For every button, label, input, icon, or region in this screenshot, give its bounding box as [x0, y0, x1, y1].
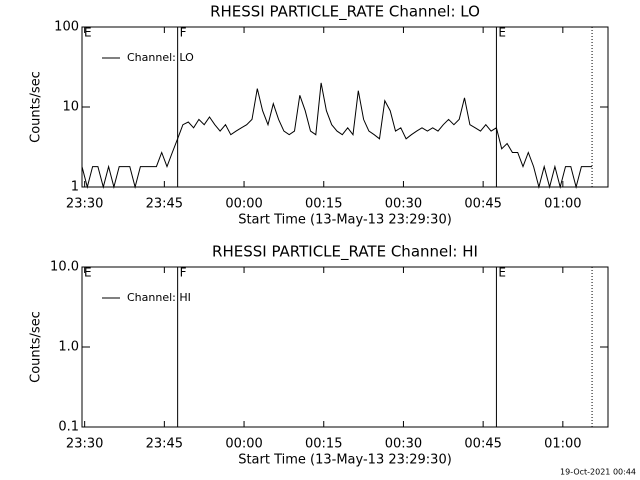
chart-title: RHESSI PARTICLE_RATE Channel: LO	[210, 3, 480, 22]
y-axis-label: Counts/sec	[29, 71, 44, 143]
x-tick-label: 23:30	[66, 437, 103, 452]
x-tick-label: 01:00	[544, 197, 581, 212]
x-tick-label: 00:15	[305, 197, 342, 212]
legend-label: Channel: LO	[127, 51, 194, 64]
x-tick-label: 23:45	[146, 437, 183, 452]
x-tick-label: 00:30	[385, 197, 422, 212]
chart-title: RHESSI PARTICLE_RATE Channel: HI	[212, 243, 478, 262]
y-tick-label: 100	[54, 20, 79, 35]
y-tick-label: 0.1	[58, 420, 79, 435]
x-tick-label: 00:30	[385, 437, 422, 452]
x-tick-label: 00:45	[464, 437, 501, 452]
y-tick-label: 1	[71, 180, 79, 195]
marker-label: E	[84, 266, 92, 280]
y-axis-label: Counts/sec	[29, 311, 44, 383]
x-axis-label: Start Time (13-May-13 23:29:30)	[238, 213, 452, 228]
footer: 19-Oct-2021 00:44	[560, 468, 636, 477]
marker-label: E	[498, 26, 506, 40]
x-tick-label: 01:00	[544, 437, 581, 452]
x-tick-label: 23:30	[66, 197, 103, 212]
marker-label: F	[180, 266, 187, 280]
x-tick-label: 00:45	[464, 197, 501, 212]
y-tick-label: 10.0	[50, 260, 79, 275]
x-axis-label: Start Time (13-May-13 23:29:30)	[238, 453, 452, 468]
x-tick-label: 00:15	[305, 437, 342, 452]
x-tick-label: 00:00	[225, 197, 262, 212]
y-tick-label: 1.0	[58, 340, 79, 355]
legend-label: Channel: HI	[127, 291, 191, 304]
marker-label: E	[498, 266, 506, 280]
x-tick-label: 00:00	[225, 437, 262, 452]
data-line	[81, 82, 593, 189]
marker-label: E	[84, 26, 92, 40]
x-tick-label: 23:45	[146, 197, 183, 212]
marker-label: F	[180, 26, 187, 40]
y-tick-label: 10	[62, 100, 79, 115]
